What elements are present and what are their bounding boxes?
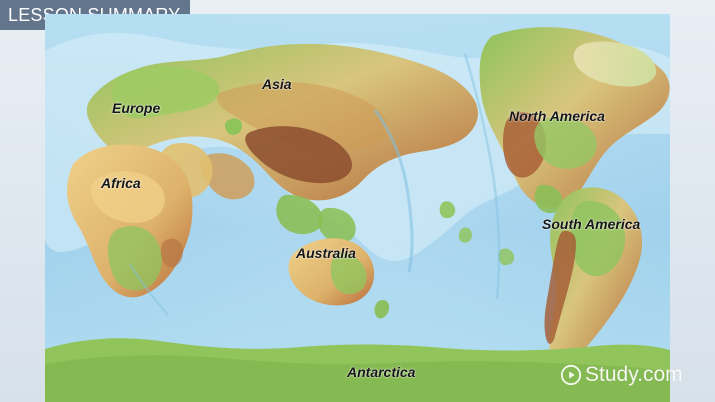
continent-label-australia-text: Australia <box>296 245 356 261</box>
continent-label-europe: Europe <box>112 100 160 116</box>
pacific-ridge-line <box>373 109 414 273</box>
world-physical-map: Asia Europe Africa North America South A… <box>45 14 670 402</box>
madagascar <box>160 238 183 268</box>
continent-label-south-america-text: South America <box>542 216 641 232</box>
continent-label-africa-text: Africa <box>101 175 141 191</box>
black-sea-coast-island <box>225 118 243 136</box>
eastern-pacific-islands <box>498 248 515 266</box>
continent-label-north-america-text: North America <box>509 108 605 124</box>
africa-southern-greenery <box>108 226 162 291</box>
study-com-watermark: Study.com <box>560 362 683 388</box>
world-map-graphic <box>45 14 670 402</box>
europe-region-shading <box>111 66 220 119</box>
greenland-and-canadian-arctic <box>573 41 657 87</box>
continent-label-asia: Asia <box>262 76 292 92</box>
new-zealand <box>374 299 390 319</box>
australia-east-coast-greenery <box>330 252 367 295</box>
himalaya-tibet-plateau <box>245 126 352 184</box>
south-pacific-islands <box>458 227 472 243</box>
continent-label-australia: Australia <box>296 245 356 261</box>
north-america-plains <box>534 116 597 169</box>
rocky-mountains <box>503 112 547 178</box>
indian-subcontinent <box>200 153 255 200</box>
maritime-southeast-asia <box>318 207 356 243</box>
continent-label-antarctica-text: Antarctica <box>347 364 416 380</box>
continent-label-europe-text: Europe <box>112 100 161 116</box>
southeast-asia-islands <box>276 194 323 235</box>
continent-label-north-america: North America <box>509 108 605 124</box>
watermark-text: Study.com <box>585 363 683 386</box>
continent-label-antarctica: Antarctica <box>347 364 415 380</box>
amazon-basin <box>571 200 626 277</box>
pacific-island-cluster <box>439 201 456 219</box>
play-circle-icon <box>560 364 582 386</box>
sahara-desert <box>90 171 165 223</box>
continent-label-south-america: South America <box>542 216 640 232</box>
eastern-pacific-ridge-line <box>463 53 501 300</box>
antarctic-ice-shelf-shading <box>45 355 670 402</box>
andes-mountains <box>544 230 576 344</box>
continent-label-asia-text: Asia <box>262 76 292 92</box>
central-america <box>534 184 563 214</box>
central-asia-highlands <box>217 81 389 152</box>
indian-ocean-ridge-line <box>129 263 169 316</box>
continent-label-africa: Africa <box>101 175 141 191</box>
